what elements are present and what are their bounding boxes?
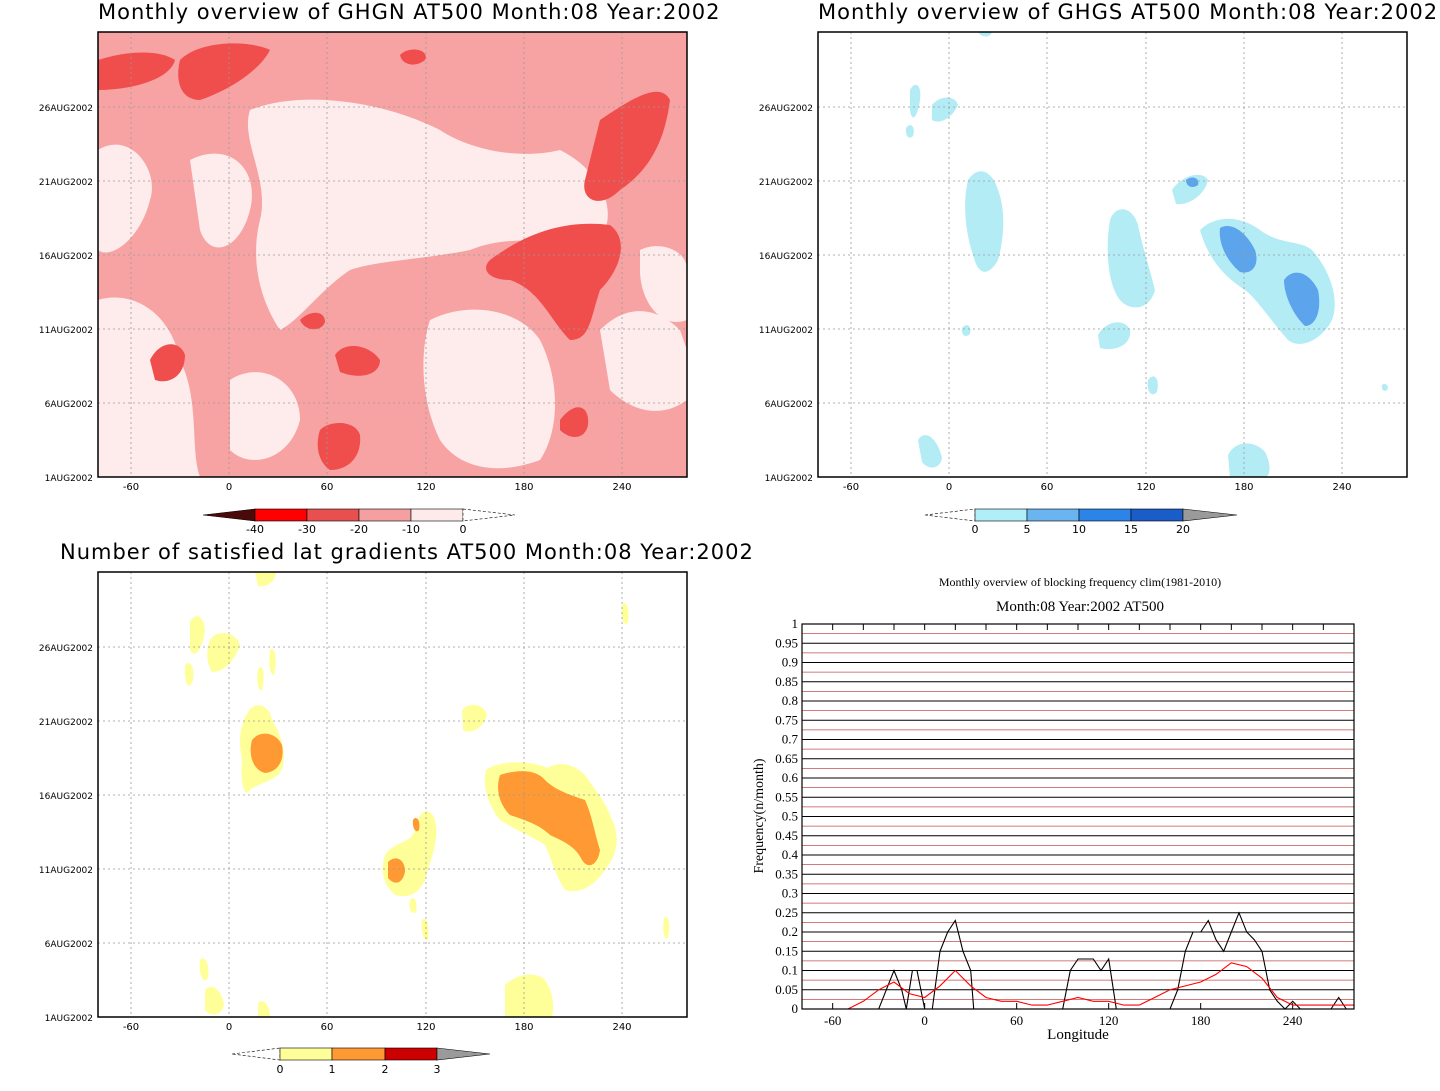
freq-ylabel: Frequency(n/month) [752,758,767,873]
ghgs-ytick: 11AUG2002 [759,326,813,336]
lat-gradients-contour-map: -60 0 60 120 180 240 1AUG2002 6AUG2002 1… [39,571,688,1076]
lat-xtick: 240 [612,1022,631,1033]
lat-xtick: 60 [321,1022,334,1033]
freq-ytick: 0.05 [775,982,798,997]
freq-ytick: 0.95 [775,635,798,650]
ghgs-title: Monthly overview of GHGS AT500 Month:08 … [818,0,1439,24]
ghgn-colorbar-label: -40 [246,523,264,536]
freq-xtick: -60 [824,1013,841,1028]
ghgs-colorbar-label: 15 [1124,523,1138,536]
lat-ytick: 11AUG2002 [39,866,93,876]
ghgn-colorbar [202,508,516,522]
ghgn-ytick: 21AUG2002 [39,178,93,188]
ghgs-xtick: -60 [843,482,859,493]
ghgs-contour-map: -60 0 60 120 180 240 1AUG2002 6AUG2002 1… [759,31,1408,536]
freq-xtick: 240 [1283,1013,1303,1028]
ghgs-xtick: 60 [1041,482,1054,493]
lat-colorbar [231,1047,491,1061]
lat-gradients-title: Number of satisfied lat gradients AT500 … [60,540,754,564]
freq-ytick: 0.2 [782,924,798,939]
freq-ytick: 0.35 [775,866,798,881]
ghgn-ytick: 16AUG2002 [39,252,93,262]
ghgs-xtick: 120 [1136,482,1155,493]
lat-colorbar-label: 1 [329,1063,336,1076]
freq-ytick: 0.5 [782,809,798,824]
ghgs-ytick: 21AUG2002 [759,178,813,188]
ghgs-xtick: 240 [1332,482,1351,493]
ghgn-xtick: 60 [321,482,334,493]
ghgn-colorbar-label: 0 [460,523,467,536]
ghgn-xtick: 240 [612,482,631,493]
ghgn-colorbar-label: -10 [402,523,420,536]
freq-xtick: 180 [1191,1013,1211,1028]
lat-ytick: 16AUG2002 [39,792,93,802]
lat-xtick: 0 [226,1022,232,1033]
freq-ytick: 0.4 [782,847,799,862]
freq-series-line-1 [802,962,1354,1010]
ghgs-colorbar-label: 5 [1024,523,1031,536]
freq-xtick: 120 [1099,1013,1119,1028]
ghgn-ytick: 1AUG2002 [45,474,93,484]
ghgs-ytick: 1AUG2002 [765,474,813,484]
lat-ytick: 1AUG2002 [45,1014,93,1024]
freq-xtick: 60 [1010,1013,1023,1028]
ghgn-contour-map: -60 0 60 120 180 240 1AUG2002 6AUG2002 1… [39,31,688,536]
lat-colorbar-label: 3 [434,1063,441,1076]
freq-ytick: 0.6 [782,770,799,785]
lat-ytick: 21AUG2002 [39,718,93,728]
ghgs-colorbar-label: 0 [972,523,979,536]
freq-ytick: 0.1 [782,963,798,978]
ghgn-colorbar-label: -20 [350,523,368,536]
ghgs-colorbar [924,508,1238,522]
lat-colorbar-label: 2 [382,1063,389,1076]
ghgs-colorbar-label: 20 [1176,523,1190,536]
freq-ytick: 0.3 [782,886,798,901]
freq-chart-subtitle: Month:08 Year:2002 AT500 [996,599,1164,615]
freq-ytick: 0.85 [775,674,798,689]
ghgn-ytick: 26AUG2002 [39,104,93,114]
ghgn-xtick: 180 [514,482,533,493]
ghgn-gridlines [98,32,687,477]
ghgn-xtick: 0 [226,482,232,493]
ghgs-colorbar-label: 10 [1072,523,1086,536]
freq-ytick: 0 [792,1001,799,1016]
ghgs-ytick: 26AUG2002 [759,104,813,114]
freq-ytick: 0.8 [782,693,798,708]
ghgs-xtick: 180 [1234,482,1253,493]
lat-ytick: 6AUG2002 [45,940,93,950]
freq-ytick: 0.75 [775,712,798,727]
lat-xtick: -60 [123,1022,139,1033]
lat-ytick: 26AUG2002 [39,644,93,654]
freq-ytick: 0.45 [775,828,798,843]
freq-ytick: 0.15 [775,943,798,958]
ghgn-title: Monthly overview of GHGN AT500 Month:08 … [98,0,721,24]
ghgs-ytick: 16AUG2002 [759,252,813,262]
lat-xtick: 180 [514,1022,533,1033]
ghgn-xtick: -60 [123,482,139,493]
blocking-frequency-chart: 0 0.05 0.1 0.15 0.2 0.25 0.3 0.35 0.4 0.45 0.5 0.55… [752,616,1355,1043]
freq-ytick: 0.25 [775,905,798,920]
freq-xlabel: Longitude [1047,1027,1109,1043]
ghgn-ytick: 11AUG2002 [39,326,93,336]
freq-ytick: 0.7 [782,732,799,747]
freq-chart-title: Monthly overview of blocking frequency c… [938,575,1222,589]
freq-ytick: 0.9 [782,655,798,670]
ghgn-colorbar-label: -30 [298,523,316,536]
ghgn-ytick: 6AUG2002 [45,400,93,410]
ghgs-xtick: 0 [946,482,952,493]
freq-xtick: 0 [921,1013,928,1028]
ghgs-ytick: 6AUG2002 [765,400,813,410]
freq-ytick: 0.55 [775,789,798,804]
lat-xtick: 120 [416,1022,435,1033]
freq-ytick: 0.65 [775,751,798,766]
ghgn-xtick: 120 [416,482,435,493]
freq-ytick: 1 [792,616,799,631]
lat-colorbar-label: 0 [277,1063,284,1076]
